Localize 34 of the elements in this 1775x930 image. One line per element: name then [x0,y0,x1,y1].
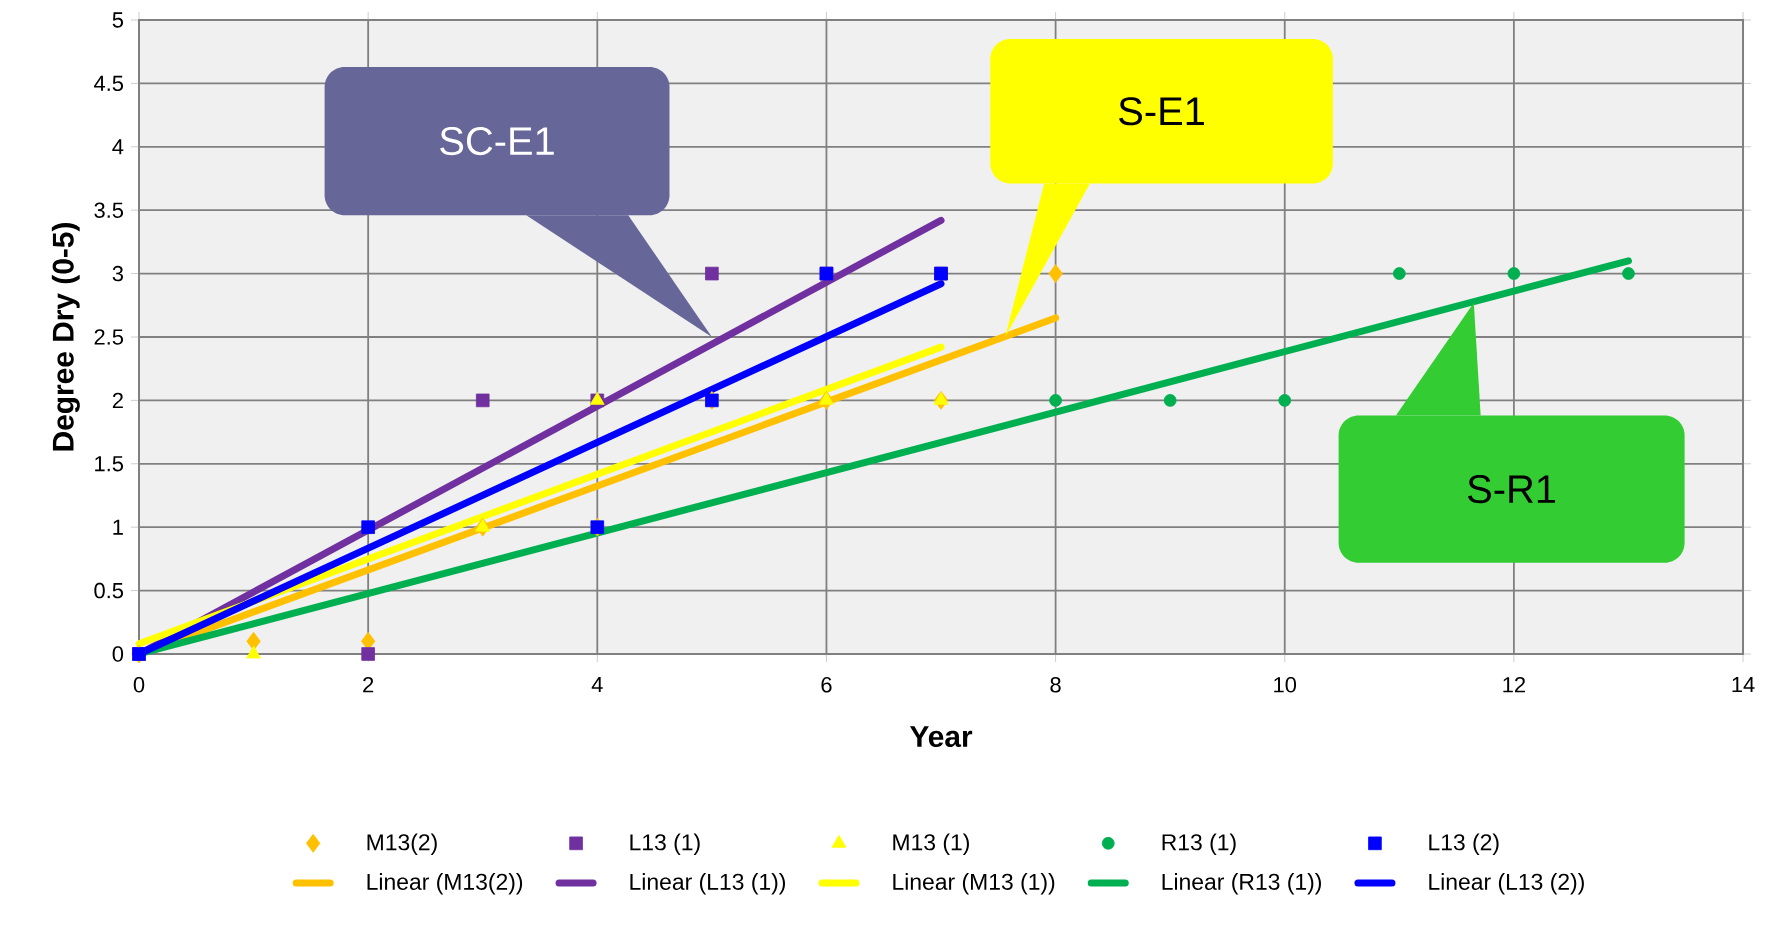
legend-label: M13(2) [367,833,437,855]
y-tick-label: 3.5 [94,202,124,218]
legend-label: L13 (2) [1429,833,1499,855]
x-tick-label: 0 [133,677,145,693]
y-tick-label: 4.5 [94,75,124,92]
y-tick-label: 2 [112,392,123,409]
y-tick-label: 4 [112,139,124,155]
legend-label: Linear (R13 (1)) [1162,873,1321,895]
annotation: SC-E1 [440,126,554,156]
legend-label: Linear (L13 (1)) [630,873,786,895]
legend-label: Linear (M13 (1)) [893,873,1055,895]
legend-label: L13 (1) [630,833,700,855]
y-axis-title: Degree Dry (0-5) [51,223,80,451]
y-tick-label: 3 [112,265,123,282]
y-tick-label: 2.5 [94,329,124,345]
x-tick-label: 2 [363,677,374,693]
y-tick-label: 5 [112,12,124,28]
annotation: S-E1 [1119,97,1204,126]
x-tick-label: 6 [821,677,832,693]
x-tick-label: 12 [1503,677,1525,693]
legend-label: M13 (1) [893,833,969,855]
x-tick-label: 8 [1050,677,1061,693]
legend-label: Linear (L13 (2)) [1429,873,1584,895]
y-tick-label: 1 [113,519,123,535]
legend-label: R13 (1) [1162,833,1236,855]
x-axis-title: Year [909,726,973,748]
x-tick-label: 14 [1732,677,1755,693]
x-tick-label: 10 [1274,677,1297,693]
annotation: S-R1 [1468,475,1556,504]
x-tick-label: 4 [591,677,603,693]
legend-label: Linear (M13(2)) [367,873,523,895]
y-tick-label: 1.5 [95,456,124,472]
y-tick-label: 0 [112,646,124,662]
y-tick-label: 0.5 [94,582,124,599]
